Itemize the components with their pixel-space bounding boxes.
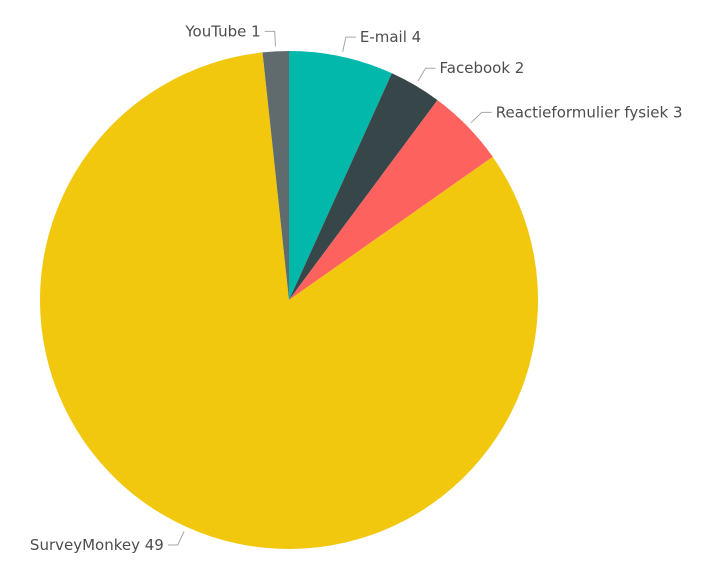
data-labels: E-mail 4 Facebook 2 Reactieformulier fysie…	[30, 22, 683, 554]
data-label-reactieformulier-fysiek: Reactieformulier fysiek 3	[496, 103, 683, 121]
pie-slice-surveymonkey[interactable]	[40, 52, 539, 549]
data-label-surveymonkey: SurveyMonkey 49	[30, 536, 164, 554]
pie-slice-facebook[interactable]	[289, 73, 438, 300]
leader-line-reactieformulier-fysiek	[470, 111, 492, 124]
leader-line-surveymonkey	[167, 531, 185, 546]
pie-slice-youtube[interactable]	[262, 51, 289, 300]
pie-slice-e-mail[interactable]	[289, 51, 392, 300]
leader-lines	[167, 30, 492, 546]
data-label-e-mail: E-mail 4	[360, 28, 421, 46]
pie-slice-reactieformulier-fysiek[interactable]	[289, 100, 493, 301]
leader-line-facebook	[417, 67, 436, 82]
data-label-youtube: YouTube 1	[184, 22, 260, 40]
pie-slices	[40, 51, 539, 549]
data-label-facebook: Facebook 2	[440, 59, 525, 77]
leader-line-e-mail	[342, 36, 356, 52]
leader-line-youtube	[264, 30, 276, 47]
